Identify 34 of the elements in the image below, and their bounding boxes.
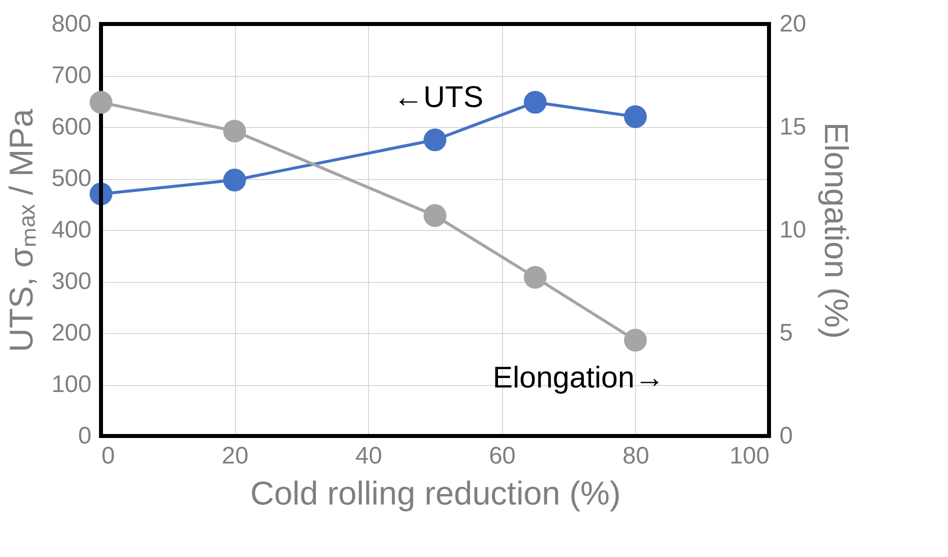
- point: [223, 120, 246, 142]
- y2-tick-label: 15: [780, 114, 806, 140]
- point: [524, 266, 547, 289]
- y-tick-label: 400: [51, 216, 92, 244]
- point: [624, 328, 647, 352]
- y-tick-label: 800: [51, 10, 92, 38]
- point: [624, 105, 647, 128]
- y-axis-title: UTS, σₘₐₓ / MPa: [2, 108, 40, 352]
- y-tick-label: 500: [51, 165, 92, 192]
- x-axis-title: Cold rolling reduction (%): [250, 474, 621, 512]
- annotation: ←UTS: [393, 81, 484, 114]
- y2-tick-label: 0: [780, 422, 793, 450]
- y2-axis-title: Elongation (%): [818, 122, 856, 339]
- x-tick-label: 100: [729, 442, 770, 470]
- x-tick-label: 40: [355, 442, 382, 470]
- x-tick-label: 80: [622, 442, 650, 470]
- y2-tick-label: 20: [780, 10, 806, 38]
- point: [524, 90, 547, 114]
- y-tick-label: 0: [78, 422, 92, 450]
- point: [90, 90, 112, 114]
- point: [223, 168, 246, 192]
- y-tick-label: 100: [51, 371, 92, 398]
- x-tick-label: 20: [222, 442, 248, 470]
- y-tick-label: 600: [51, 114, 92, 140]
- y2-tick-label: 10: [780, 216, 806, 244]
- annotation: Elongation→: [492, 361, 665, 394]
- y2-tick-label: 5: [780, 320, 793, 346]
- point: [424, 128, 446, 152]
- y-tick-label: 700: [51, 62, 92, 89]
- point: [424, 204, 446, 227]
- y-tick-label: 200: [51, 320, 92, 346]
- y-tick-label: 300: [51, 268, 92, 295]
- x-tick-label: 60: [488, 442, 516, 470]
- x-tick-label: 0: [102, 442, 115, 470]
